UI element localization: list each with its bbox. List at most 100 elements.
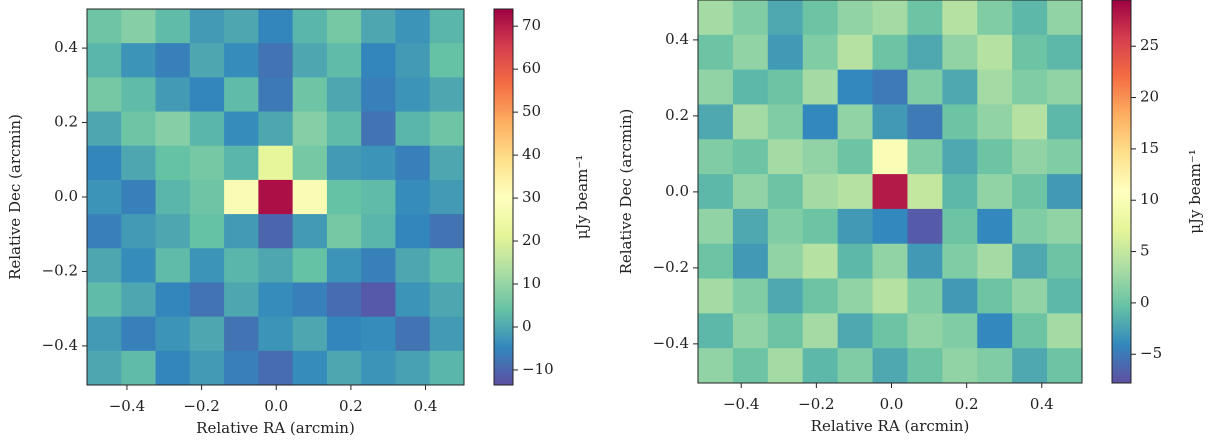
x-tick-label: −0.2 [798, 395, 834, 413]
heatmap-cell [837, 104, 874, 140]
heatmap-cell [837, 313, 874, 349]
heatmap-cell [361, 111, 396, 147]
y-tick-label: −0.4 [42, 336, 78, 354]
heatmap-cell [87, 9, 122, 44]
heatmap-cell [258, 9, 294, 44]
heatmap-cell [767, 139, 804, 175]
heatmap-cell [326, 77, 362, 113]
heatmap-cell [1047, 243, 1083, 280]
heatmap-cell [224, 145, 259, 181]
heatmap-cell [189, 316, 225, 352]
heatmap-cell [732, 348, 769, 384]
heatmap-cell [429, 248, 465, 283]
heatmap-cell [361, 145, 396, 181]
heatmap-cell [292, 9, 328, 44]
heatmap-cell [258, 316, 294, 352]
heatmap-cell [361, 43, 396, 78]
heatmap-cell [942, 348, 978, 384]
heatmap-cell [189, 9, 225, 44]
heatmap-cell [292, 214, 328, 249]
heatmap-cell [837, 0, 874, 36]
heatmap-cell [326, 43, 362, 78]
heatmap-cell [732, 139, 769, 175]
heatmap-cell [767, 69, 804, 105]
heatmap-cell [732, 174, 769, 210]
heatmap-cell [1047, 104, 1083, 140]
colorbar-tick-label: 50 [522, 102, 541, 120]
heatmap-cell [837, 34, 874, 71]
heatmap-cell [87, 282, 122, 318]
heatmap-cell [942, 313, 978, 349]
heatmap-cell [767, 208, 804, 245]
heatmap-cell [87, 179, 122, 215]
colorbar [493, 8, 514, 386]
heatmap-cell [121, 9, 157, 44]
heatmap-cell [155, 248, 191, 283]
heatmap-cell [429, 350, 465, 386]
y-axis-title: Relative Dec (arcmin) [617, 109, 635, 275]
heatmap-cell [872, 348, 908, 384]
colorbar-tick-label: 60 [522, 59, 541, 77]
heatmap-cell [361, 316, 396, 352]
heatmap-cell [326, 9, 362, 44]
heatmap-cell [907, 348, 943, 384]
heatmap-cell [977, 34, 1013, 71]
heatmap-cell [429, 111, 465, 147]
heatmap-cell [767, 34, 804, 71]
heatmap-cell [292, 43, 328, 78]
heatmap-cell [326, 111, 362, 147]
heatmap-cell [292, 179, 328, 215]
heatmap-cell [942, 34, 978, 71]
heatmap-cell [395, 248, 431, 283]
heatmap-cell [698, 313, 734, 349]
heatmap-cell [907, 243, 943, 280]
heatmap-cell [837, 69, 874, 105]
heatmap-cell [907, 174, 943, 210]
heatmap-cell [698, 34, 734, 71]
heatmap-cell [1012, 34, 1048, 71]
heatmap-cell [872, 104, 908, 140]
heatmap-cell [121, 179, 157, 215]
heatmap-cell [698, 69, 734, 105]
y-tick-label: 0.2 [54, 113, 78, 131]
heatmap-cell [872, 313, 908, 349]
heatmap-cell [224, 316, 259, 352]
heatmap-cell [802, 69, 839, 105]
heatmap-cell [429, 77, 465, 113]
heatmap-cell [942, 0, 978, 36]
heatmap-cell [87, 248, 122, 283]
heatmap-cell [121, 111, 157, 147]
heatmap-cell [121, 214, 157, 249]
heatmap-cell [942, 139, 978, 175]
heatmap-cell [189, 145, 225, 181]
heatmap-cell [155, 350, 191, 386]
heatmap-cell [395, 43, 431, 78]
heatmap-cell [155, 179, 191, 215]
heatmap-cell [977, 104, 1013, 140]
colorbar-tick-label: 20 [1140, 88, 1159, 106]
heatmap-cell [429, 282, 465, 318]
heatmap-cell [732, 69, 769, 105]
heatmap-cell [121, 316, 157, 352]
heatmap-cell [1047, 139, 1083, 175]
colorbar-tick-label: 0 [522, 317, 532, 335]
heatmap-cell [87, 77, 122, 113]
x-tick-label: −0.4 [109, 397, 145, 415]
heatmap-cell [121, 248, 157, 283]
heatmap-cell [155, 111, 191, 147]
heatmap-cell [907, 278, 943, 314]
heatmap-cell [395, 111, 431, 147]
heatmap-cell [698, 139, 734, 175]
heatmap-cell [258, 282, 294, 318]
heatmap-cell [292, 248, 328, 283]
colorbar-tick-label: −10 [522, 360, 554, 378]
heatmap-cell [429, 43, 465, 78]
heatmap-cell [121, 282, 157, 318]
y-tick-label: 0.4 [54, 38, 78, 56]
heatmap-cell [87, 111, 122, 147]
heatmap-cell [361, 9, 396, 44]
heatmap-cell [87, 350, 122, 386]
heatmap-cell [155, 214, 191, 249]
heatmap-cell [802, 278, 839, 314]
